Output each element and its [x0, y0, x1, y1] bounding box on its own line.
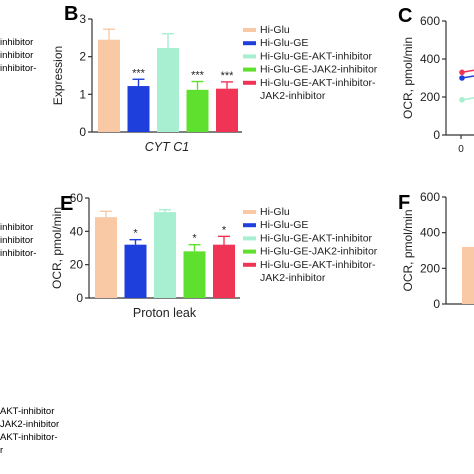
left-edge-labels: inhibitor inhibitor inhibitor- inhibitor… [0, 37, 59, 456]
legend-swatch [243, 41, 256, 46]
legend-swatch [243, 223, 256, 228]
significance-label: *** [191, 70, 205, 82]
panel-c-y-tick-label: 0 [433, 128, 440, 142]
data-point [459, 97, 465, 103]
significance-label: *** [132, 67, 146, 79]
legend-entry: JAK2-inhibitor [260, 272, 326, 284]
left-edge-label: inhibitor [0, 50, 33, 61]
left-edge-label: inhibitor- [0, 63, 36, 74]
left-edge-label: inhibitor [0, 235, 33, 246]
panel-c-y-tick-label: 400 [420, 52, 440, 66]
significance-label: * [222, 224, 227, 236]
legend-entry: Hi-Glu-GE-JAK2-inhibitor [260, 64, 378, 76]
bar [216, 88, 238, 132]
panel-b-y-tick-label: 1 [79, 87, 86, 101]
significance-label: * [192, 233, 197, 245]
chart-c: 0 200 400 600 OCR, pmol/min 0 [401, 14, 474, 155]
panel-f-y-tick-label: 200 [420, 261, 440, 275]
panel-f-y-tick-label: 400 [420, 226, 440, 240]
left-edge-label: r [0, 445, 3, 456]
bar [95, 217, 117, 298]
legend-entry: Hi-Glu-GE-AKT-inhibitor [260, 50, 373, 62]
data-point [459, 75, 465, 81]
chart-e: 0 20 40 60 OCR, pmol/min * * * Proton leak Hi-Glu… [50, 191, 378, 320]
panel-f-y-tick-label: 0 [433, 297, 440, 311]
chart-f: 0 200 400 600 OCR, pmol/min [401, 190, 474, 311]
legend-swatch [243, 67, 256, 72]
left-edge-label: inhibitor [0, 222, 33, 233]
legend-swatch [243, 80, 256, 85]
legend-swatch [243, 262, 256, 267]
legend-entry: Hi-Glu [260, 206, 290, 218]
panel-label-f: F [398, 192, 410, 214]
bar [213, 244, 235, 298]
legend-entry: Hi-Glu-GE [260, 219, 308, 231]
panel-b-y-axis-label: Expression [51, 46, 65, 105]
legend-swatch [243, 28, 256, 32]
panel-label-b: B [64, 3, 78, 25]
panel-c-x-tick-label: 0 [458, 144, 464, 155]
significance-label: * [133, 228, 138, 240]
legend-entry: Hi-Glu [260, 24, 290, 36]
panel-b-y-tick-label: 0 [79, 125, 86, 139]
legend-entry: Hi-Glu-GE-AKT-inhibitor- [260, 259, 376, 271]
panel-e-y-tick-label: 0 [76, 291, 83, 305]
legend-entry: Hi-Glu-GE-JAK2-inhibitor [260, 246, 378, 258]
legend-swatch [243, 210, 256, 214]
panel-label-e: E [60, 193, 73, 215]
panel-b-y-tick-label: 2 [79, 50, 86, 64]
bar [124, 244, 147, 298]
legend-swatch [243, 236, 256, 241]
left-edge-label: AKT-inhibitor- [0, 432, 58, 443]
bar [157, 48, 179, 132]
panel-e-y-tick-label: 20 [70, 258, 84, 272]
panel-label-c: C [398, 5, 412, 27]
legend-entry: Hi-Glu-GE [260, 37, 308, 49]
left-edge-label: JAK2-inhibitor [0, 419, 59, 430]
panel-c-y-axis-label: OCR, pmol/min [401, 37, 415, 119]
left-edge-label: inhibitor- [0, 248, 36, 259]
left-edge-label: inhibitor [0, 37, 33, 48]
legend-entry: JAK2-inhibitor [260, 90, 326, 102]
panel-b-x-axis-label: CYT C1 [145, 140, 189, 154]
panel-e-x-axis-label: Proton leak [133, 306, 197, 320]
panel-f-y-axis-label: OCR, pmol/min [401, 209, 415, 291]
bar [186, 89, 209, 132]
bar [183, 251, 206, 298]
bar [98, 39, 120, 132]
legend-swatch [243, 249, 256, 254]
significance-label: *** [221, 70, 235, 82]
panel-c-y-tick-label: 200 [420, 90, 440, 104]
legend-entry: Hi-Glu-GE-AKT-inhibitor- [260, 77, 376, 89]
left-edge-label: AKT-inhibitor [0, 406, 54, 417]
bar [154, 212, 176, 298]
data-point [459, 69, 465, 76]
panel-e-y-axis-label: OCR, pmol/min [50, 207, 64, 289]
panel-e-y-tick-label: 40 [70, 224, 84, 238]
bar [462, 246, 474, 304]
bar [127, 86, 150, 132]
panel-e-y-tick-label: 60 [70, 191, 84, 205]
panel-c-y-tick-label: 600 [420, 14, 440, 28]
panel-f-y-tick-label: 600 [420, 190, 440, 204]
panel-b-y-tick-label: 3 [79, 12, 86, 26]
legend-entry: Hi-Glu-GE-AKT-inhibitor [260, 232, 373, 244]
legend-swatch [243, 54, 256, 59]
